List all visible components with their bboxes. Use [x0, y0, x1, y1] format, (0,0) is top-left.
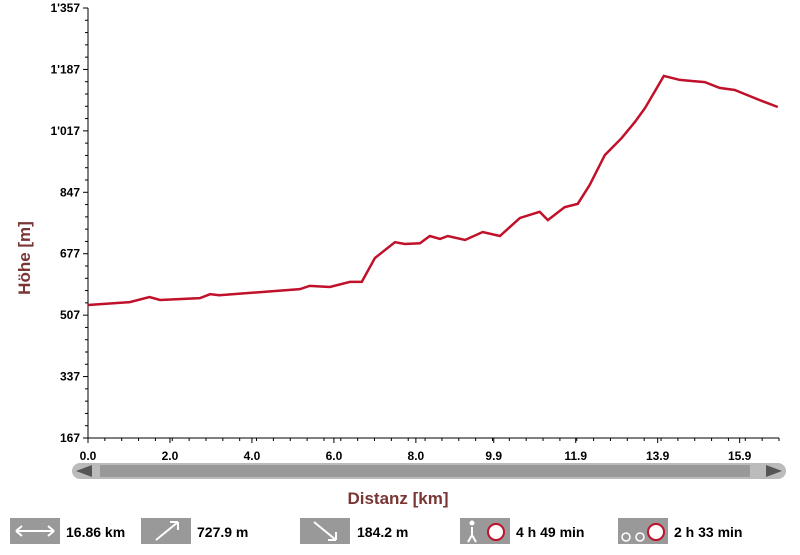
y-tick-label: 1'357: [50, 1, 80, 15]
stat-descent: 184.2 m: [357, 524, 408, 540]
scroll-left[interactable]: [76, 465, 92, 477]
x-tick-label: 9.9: [485, 449, 502, 463]
stat-ascent: 727.9 m: [197, 524, 248, 540]
stat-walk-time: 4 h 49 min: [516, 524, 584, 540]
x-tick-label: 15.9: [728, 449, 752, 463]
stat-distance: 16.86 km: [66, 524, 125, 540]
x-tick-label: 4.0: [244, 449, 261, 463]
y-tick-label: 1'187: [50, 62, 80, 76]
y-tick-label: 677: [60, 247, 80, 261]
x-tick-label: 6.0: [326, 449, 343, 463]
x-tick-label: 2.0: [162, 449, 179, 463]
x-tick-label: 13.9: [646, 449, 670, 463]
y-tick-label: 1'017: [50, 124, 80, 138]
y-axis-title: Höhe [m]: [15, 221, 34, 295]
scrollbar[interactable]: [72, 463, 786, 479]
y-tick-label: 507: [60, 308, 80, 322]
scroll-right[interactable]: [766, 465, 782, 477]
x-tick-label: 11.9: [564, 449, 587, 463]
stat-bike-time: 2 h 33 min: [674, 524, 742, 540]
stats-bar: 16.86 km 727.9 m 184.2 m 4 h 49 min 2 h …: [10, 518, 742, 544]
y-tick-label: 847: [60, 185, 80, 199]
scroll-thumb[interactable]: [100, 465, 750, 477]
x-axis-title: Distanz [km]: [347, 489, 448, 508]
x-tick-label: 0.0: [80, 449, 97, 463]
elevation-line: [87, 74, 779, 307]
x-tick-label: 8.0: [408, 449, 425, 463]
y-tick-label: 167: [60, 431, 80, 445]
y-tick-label: 337: [60, 370, 80, 384]
